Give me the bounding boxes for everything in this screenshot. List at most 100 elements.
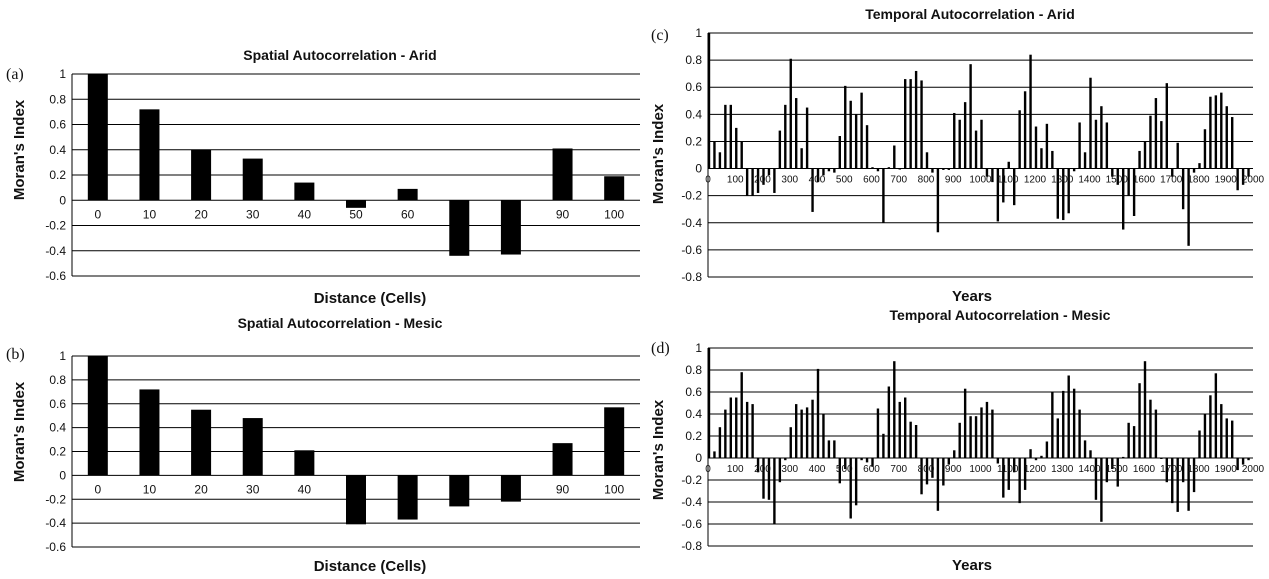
bar-c-1780	[1192, 168, 1196, 173]
y-tick-label-c-3: 0.4	[685, 107, 702, 121]
bar-d-1680	[1165, 458, 1168, 483]
bar-d-1240	[1045, 441, 1049, 458]
y-tick-label-d-5: 0	[695, 451, 702, 465]
y-tick-label-b-0: 1	[59, 349, 66, 363]
gridlines-b	[71, 355, 640, 548]
y-tick-label-c-4: 0.2	[685, 134, 702, 148]
x-tick-label-d-500: 500	[836, 464, 853, 475]
bar-c-540	[854, 114, 858, 169]
bar-a-100	[604, 176, 625, 201]
y-tick-label-d-1: 0.8	[685, 363, 702, 377]
bar-d-380	[811, 399, 814, 458]
panel-c-temporal-arid: (c) Temporal Autocorrelation - Arid Mora…	[650, 6, 1265, 305]
x-tick-label-d-2000: 2000	[1242, 464, 1265, 475]
x-tick-label-c-2000: 2000	[1242, 175, 1265, 186]
bar-d-1620	[1149, 399, 1152, 458]
x-tick-label-d-0: 0	[705, 464, 711, 475]
y-tick-label-b-5: 0	[59, 468, 66, 482]
x-tick-label-b-30: 30	[246, 482, 260, 496]
y-axis-label-a: Moran's Index	[11, 99, 28, 200]
x-tick-label-d-900: 900	[945, 464, 962, 475]
bar-d-320	[795, 404, 798, 458]
bar-d-1520	[1122, 456, 1125, 458]
bar-d-620	[876, 408, 880, 458]
bar-c-1160	[1023, 91, 1027, 169]
bar-d-200	[762, 458, 765, 499]
x-tick-label-d-200: 200	[754, 464, 771, 475]
bar-c-1280	[1056, 168, 1059, 219]
y-tick-label-a-1: 0.8	[49, 92, 66, 106]
bar-c-340	[800, 148, 803, 169]
bar-c-1180	[1029, 54, 1032, 169]
bar-c-80	[729, 104, 732, 169]
bar-d-1900	[1225, 418, 1228, 458]
bar-d-220	[767, 458, 771, 500]
bar-d-40	[718, 427, 722, 458]
bar-c-1600	[1143, 141, 1147, 169]
bar-a-90	[552, 148, 573, 201]
bar-a-50	[346, 200, 366, 208]
bar-c-900	[953, 112, 956, 169]
bar-b-90	[552, 443, 573, 476]
bar-c-220	[767, 168, 771, 176]
bar-d-740	[909, 421, 912, 458]
bar-c-1580	[1138, 150, 1141, 169]
bar-c-1220	[1040, 148, 1043, 169]
x-tick-label-c-700: 700	[890, 175, 907, 186]
x-tick-label-a-40: 40	[298, 207, 312, 221]
bar-b-10	[139, 389, 160, 476]
bar-d-560	[860, 458, 863, 461]
bar-c-700	[898, 168, 901, 170]
x-tick-label-d-1200: 1200	[1024, 464, 1047, 475]
x-tick-label-b-90: 90	[556, 482, 570, 496]
y-tick-label-d-0: 1	[695, 341, 702, 355]
bar-c-1900	[1225, 106, 1228, 169]
y-tick-label-a-7: -0.4	[45, 244, 66, 258]
y-tick-labels-a: 1 0.8 0.6 0.4 0.2 0 -0.2 -0.4 -0.6	[45, 67, 66, 283]
bar-d-1880	[1220, 404, 1223, 458]
y-tick-label-d-6: -0.2	[681, 473, 702, 487]
y-tick-label-b-2: 0.6	[49, 397, 66, 411]
bar-d-280	[784, 458, 787, 461]
y-tick-label-a-5: 0	[59, 193, 66, 207]
bar-c-380	[811, 168, 814, 212]
bar-c-1040	[991, 168, 994, 183]
bar-c-1140	[1018, 110, 1021, 169]
bar-d-1360	[1078, 409, 1081, 458]
bar-c-820	[931, 168, 934, 173]
bar-d-580	[865, 458, 869, 463]
bar-d-1160	[1023, 458, 1027, 490]
bar-d-1660	[1160, 458, 1163, 459]
bar-d-1400	[1089, 450, 1092, 458]
x-tick-labels-a: 0 10 20 30 40 50 60 90 100	[94, 207, 624, 221]
x-tick-labels-b: 0 10 20 30 40 90 100	[94, 482, 624, 496]
bar-d-60	[724, 409, 727, 458]
bar-c-200	[762, 168, 765, 185]
bar-c-1540	[1127, 168, 1130, 196]
x-tick-label-c-1700: 1700	[1160, 175, 1183, 186]
bar-d-180	[756, 458, 760, 473]
bar-d-1120	[1013, 458, 1016, 473]
bar-c-760	[914, 70, 918, 169]
bar-d-840	[936, 458, 940, 511]
bar-c-1840	[1209, 96, 1212, 169]
bar-b-0	[87, 356, 108, 476]
x-tick-label-a-20: 20	[194, 207, 208, 221]
bar-d-900	[953, 450, 956, 458]
bar-c-320	[795, 98, 798, 169]
bar-d-1540	[1127, 422, 1130, 458]
bar-d-760	[914, 425, 918, 458]
x-tick-label-a-30: 30	[246, 207, 260, 221]
bar-c-300	[789, 58, 792, 169]
y-tick-labels-c: 1 0.8 0.6 0.4 0.2 0 -0.2 -0.4 -0.6 -0.8	[681, 26, 702, 284]
y-tick-label-c-5: 0	[695, 162, 702, 176]
bar-c-0	[707, 33, 711, 169]
bar-d-640	[882, 433, 885, 458]
bar-c-1720	[1176, 142, 1179, 169]
panel-d-temporal-mesic: (d) Temporal Autocorrelation - Mesic Mor…	[650, 307, 1265, 574]
bar-c-420	[822, 168, 825, 176]
bar-d-100	[735, 397, 738, 458]
y-tick-labels-b: 1 0.8 0.6 0.4 0.2 0 -0.2 -0.4 -0.6	[45, 349, 66, 554]
bar-d-80	[729, 397, 732, 458]
